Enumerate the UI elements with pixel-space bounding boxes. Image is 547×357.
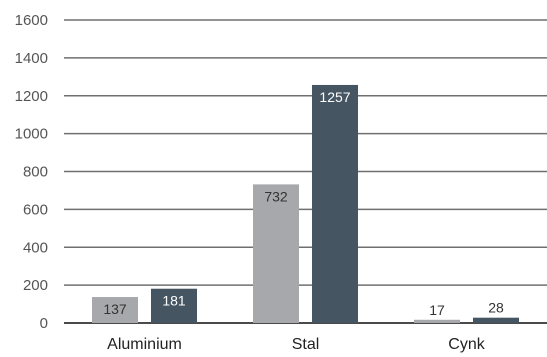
- y-tick-label: 0: [40, 315, 48, 332]
- data-label: 28: [488, 300, 504, 316]
- bar-aluminium-series-2: [151, 288, 197, 323]
- data-label: 137: [103, 301, 127, 317]
- bar-cynk-series-1: [414, 319, 460, 323]
- category-label: Cynk: [448, 336, 485, 353]
- bar-stal-series-1: [253, 184, 299, 323]
- data-label: 17: [429, 302, 445, 318]
- y-tick-label: 1400: [15, 50, 48, 67]
- y-tick-label: 200: [23, 277, 48, 294]
- y-tick-label: 800: [23, 164, 48, 181]
- bar-aluminium-series-1: [92, 297, 138, 323]
- category-label: Aluminium: [107, 336, 182, 353]
- data-label: 1257: [319, 89, 350, 105]
- data-label: 732: [264, 188, 288, 204]
- bar-cynk-series-2: [473, 317, 519, 323]
- y-tick-label: 1600: [15, 12, 48, 29]
- data-label: 181: [162, 293, 186, 309]
- y-tick-label: 400: [23, 239, 48, 256]
- y-tick-label: 1200: [15, 88, 48, 105]
- y-tick-label: 600: [23, 201, 48, 218]
- bar-stal-series-2: [312, 84, 358, 323]
- category-label: Stal: [292, 336, 320, 353]
- y-tick-label: 1000: [15, 126, 48, 143]
